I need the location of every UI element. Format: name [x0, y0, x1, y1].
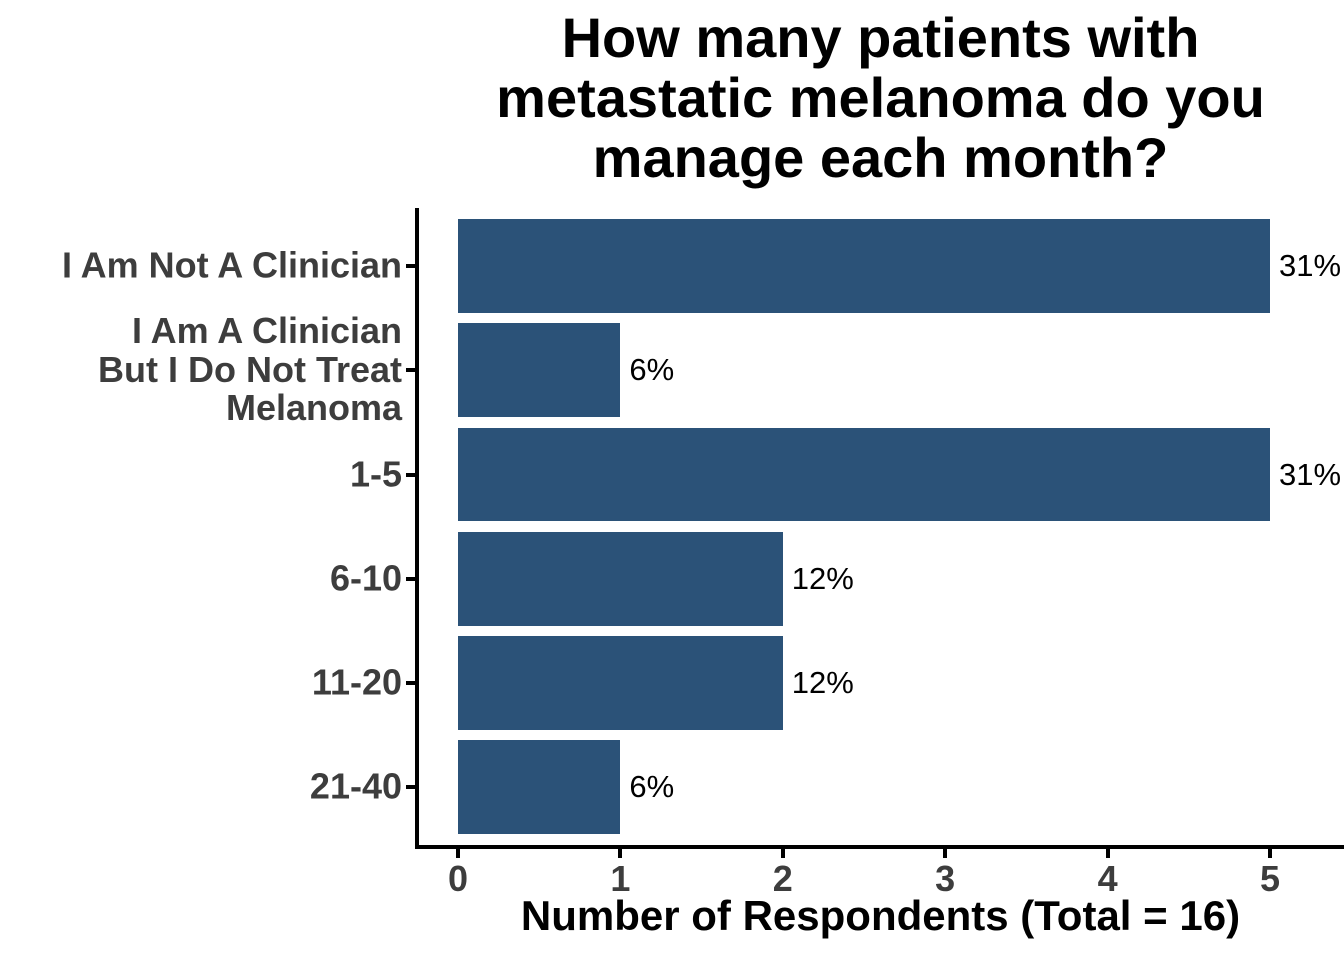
category-label: 11-20 [311, 661, 402, 703]
x-tick [618, 849, 623, 858]
bar-value-label: 6% [629, 352, 675, 388]
category-label: I Am Not A Clinician [61, 244, 402, 286]
y-tick [406, 785, 415, 790]
bar-value-label: 31% [1279, 456, 1342, 492]
x-tick [1105, 849, 1110, 858]
x-tick-label: 3 [935, 858, 956, 899]
bar-value-label: 31% [1279, 248, 1342, 284]
x-tick-label: 4 [1097, 858, 1118, 899]
bar-value-label: 12% [791, 560, 854, 596]
y-tick [406, 472, 415, 477]
x-tick [456, 849, 460, 858]
category-label: 1-5 [349, 453, 402, 495]
category-label: 21-40 [309, 765, 402, 807]
bar [458, 740, 621, 834]
bar-value-label: 12% [791, 664, 854, 700]
x-tick-label: 2 [772, 858, 793, 899]
bar-value-label: 6% [629, 769, 675, 805]
x-tick [1268, 849, 1272, 858]
chart-title: How many patients with metastatic melano… [496, 6, 1265, 189]
y-tick [406, 368, 415, 373]
y-axis-line [415, 208, 419, 849]
x-tick-label: 5 [1259, 858, 1281, 899]
x-tick [780, 849, 785, 858]
bar [458, 636, 783, 730]
x-tick-label: 0 [447, 858, 469, 899]
bar [458, 219, 1270, 313]
category-label: I Am A Clinician But I Do Not Treat Mela… [98, 310, 402, 429]
x-tick [943, 849, 948, 858]
y-tick [406, 576, 415, 581]
bar [458, 531, 783, 626]
y-tick [406, 264, 415, 269]
x-axis-line [415, 845, 1344, 849]
y-tick [406, 680, 415, 685]
bar [458, 427, 1270, 522]
x-tick-label: 1 [610, 858, 631, 899]
x-axis-title: Number of Respondents (Total = 16) [520, 892, 1241, 939]
bar [458, 323, 621, 418]
category-label: 6-10 [329, 557, 402, 599]
